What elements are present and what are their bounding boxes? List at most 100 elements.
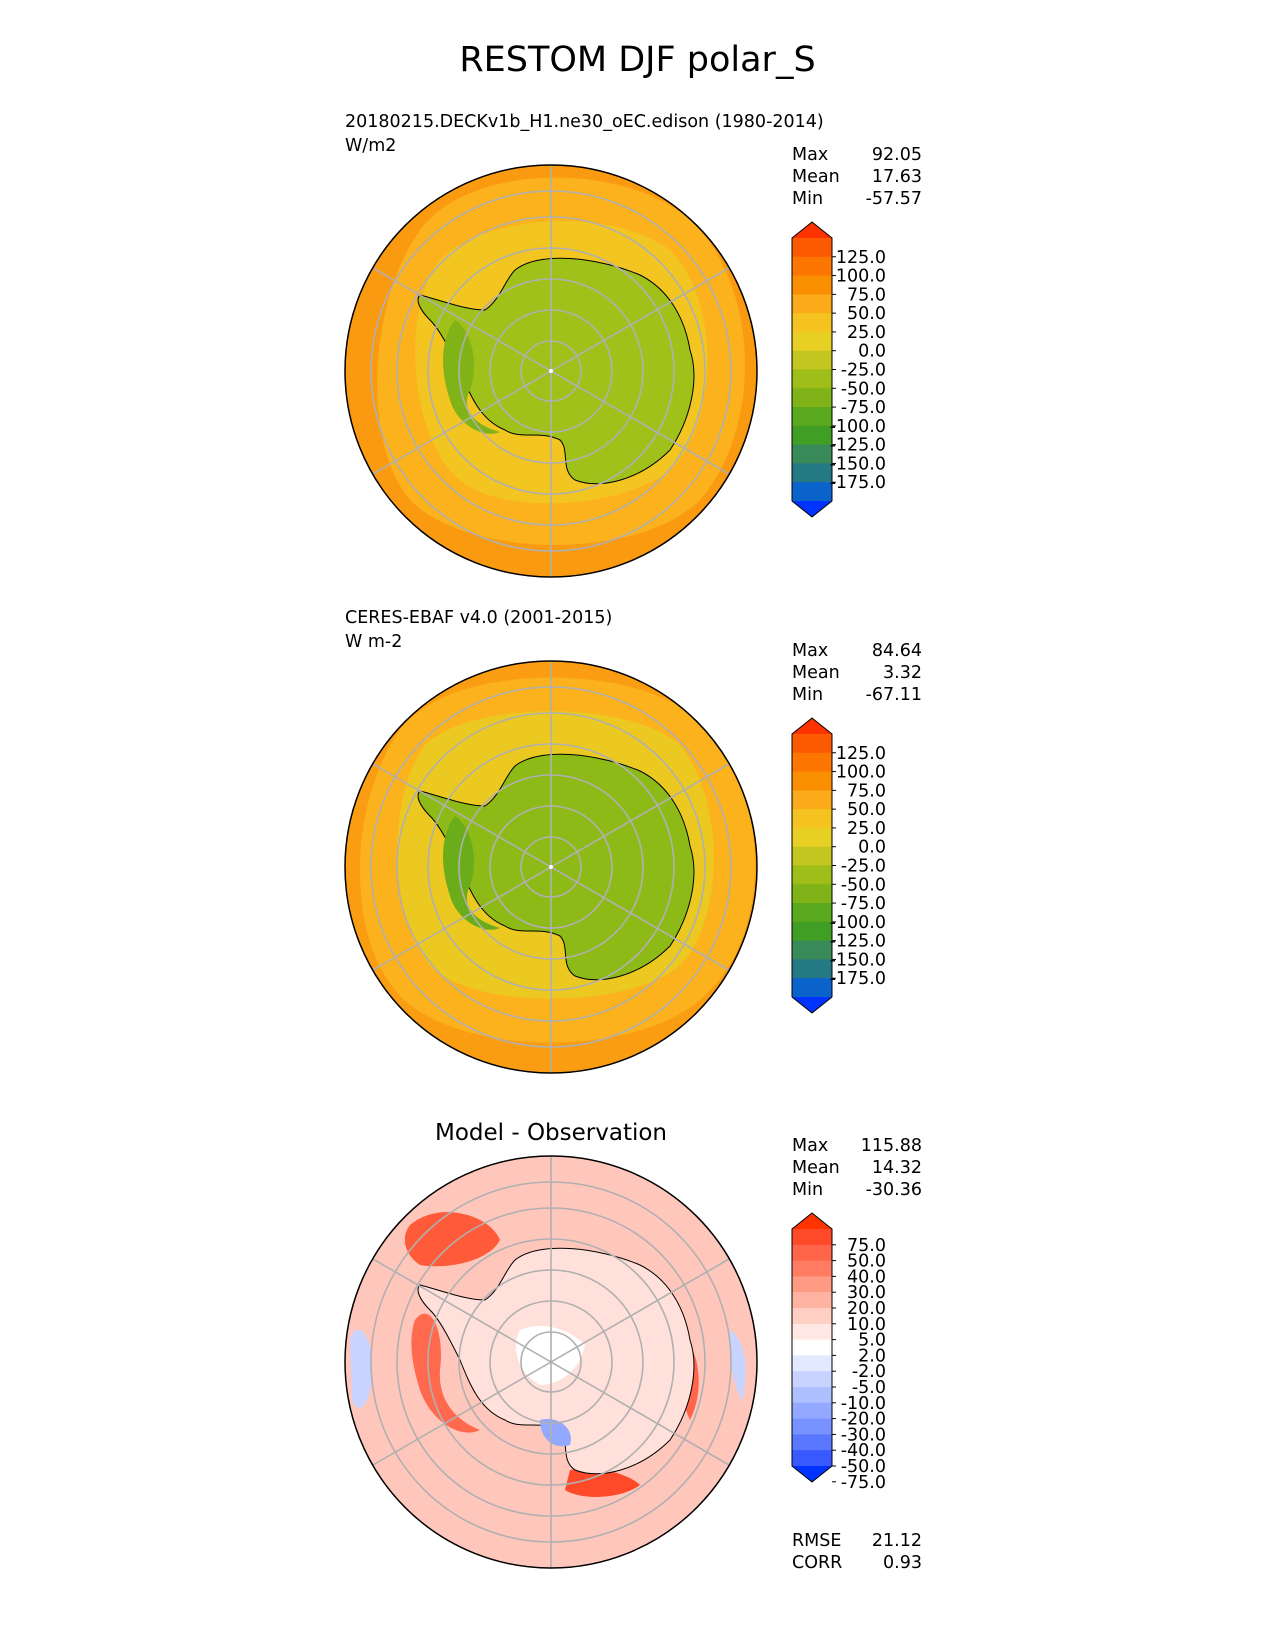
pole-marker bbox=[549, 865, 553, 869]
colorbar-tick-label: 25.0 bbox=[847, 819, 886, 839]
stat-value: -67.11 bbox=[865, 685, 922, 705]
negative-anomaly bbox=[729, 1330, 746, 1400]
colorbar-segment bbox=[792, 463, 832, 483]
meridian bbox=[372, 1258, 730, 1466]
diff-title: Model - Observation bbox=[434, 1120, 668, 1146]
stat-label: Max bbox=[792, 145, 829, 165]
colorbar-tick-label: -125.0 bbox=[830, 436, 886, 456]
stat-label: Max bbox=[792, 1136, 829, 1156]
colorbar-segment bbox=[792, 1402, 832, 1420]
metric-label: RMSE bbox=[792, 1531, 842, 1551]
colorbar-tick-label: 2.0 bbox=[858, 1346, 886, 1366]
colorbar-segment bbox=[792, 369, 832, 389]
colorbar-segment bbox=[792, 425, 832, 446]
colorbar-tick-label: -75.0 bbox=[841, 894, 886, 914]
stat-value: -57.57 bbox=[865, 189, 922, 209]
colorbar-tick-label: -25.0 bbox=[841, 361, 886, 381]
colorbar-segment bbox=[792, 1418, 832, 1435]
stat-value: 14.32 bbox=[871, 1158, 922, 1178]
west-antarctica-shade bbox=[443, 816, 500, 930]
colorbar-segment bbox=[792, 294, 832, 314]
colorbar-segment bbox=[792, 978, 832, 998]
colorbar-segment bbox=[792, 1355, 832, 1372]
colorbar-outline bbox=[791, 221, 833, 518]
colorbar-tick-label: -125.0 bbox=[830, 932, 886, 952]
colorbar-segment bbox=[792, 846, 832, 866]
colorbar-segment bbox=[792, 1276, 832, 1293]
colorbar-extend-min bbox=[792, 501, 832, 517]
model-units: W/m2 bbox=[345, 136, 397, 156]
colorbar-tick-label: -75.0 bbox=[841, 398, 886, 418]
colorbar-tick-label: 20.0 bbox=[847, 1299, 886, 1319]
colorbar-segment bbox=[792, 313, 832, 333]
stat-label: Mean bbox=[792, 167, 840, 187]
colorbar-tick-label: -75.0 bbox=[841, 1473, 886, 1493]
colorbar-segment bbox=[792, 827, 832, 848]
colorbar-segment bbox=[792, 238, 832, 258]
colorbar-segment bbox=[792, 1339, 832, 1356]
metric-value: 21.12 bbox=[871, 1531, 922, 1551]
colorbar-tick-label: 100.0 bbox=[836, 763, 886, 783]
negative-anomaly bbox=[350, 1329, 373, 1408]
stat-value: 92.05 bbox=[871, 145, 922, 165]
map-diff-border bbox=[344, 1155, 758, 1569]
colorbar-segment bbox=[792, 884, 832, 904]
colorbar-extend-max bbox=[792, 222, 832, 238]
colorbar-tick-label: 125.0 bbox=[836, 248, 886, 268]
colorbar-tick-label: 30.0 bbox=[847, 1283, 886, 1303]
colorbar-segment bbox=[792, 482, 832, 502]
stat-value: 84.64 bbox=[871, 641, 922, 661]
colorbar-tick-label: 0.0 bbox=[858, 838, 886, 858]
colorbar-tick-label: -50.0 bbox=[841, 875, 886, 895]
colorbar-tick-label: 40.0 bbox=[847, 1267, 886, 1287]
colorbar-segment bbox=[792, 959, 832, 979]
colorbar-segment bbox=[792, 790, 832, 810]
colorbar-segment bbox=[792, 256, 832, 277]
colorbar-diff: 75.050.040.030.020.010.05.02.0-2.0-5.0-1… bbox=[791, 1212, 886, 1493]
colorbar-segment bbox=[792, 1292, 832, 1309]
colorbar-tick-label: 100.0 bbox=[836, 267, 886, 287]
colorbar-segment bbox=[792, 1260, 832, 1277]
pole-marker bbox=[549, 369, 553, 373]
colorbar-tick-label: -50.0 bbox=[841, 379, 886, 399]
colorbar-tick-label: -100.0 bbox=[830, 913, 886, 933]
colorbar-tick-label: -25.0 bbox=[841, 857, 886, 877]
colorbar-segment bbox=[792, 1229, 832, 1246]
obs-stats: Max 84.64 Mean 3.32 Min -67.11 bbox=[792, 640, 922, 706]
colorbar-tick-label: -40.0 bbox=[841, 1441, 886, 1461]
colorbar-segment bbox=[792, 1450, 832, 1467]
colorbar-tick-label: -2.0 bbox=[852, 1362, 886, 1382]
colorbar-segment bbox=[792, 388, 832, 408]
colorbar-obs: 125.0100.075.050.025.00.0-25.0-50.0-75.0… bbox=[791, 717, 886, 1014]
colorbar-segment bbox=[792, 865, 832, 885]
colorbar-segment bbox=[792, 331, 832, 352]
colorbar-extend-min bbox=[792, 997, 832, 1013]
colorbar-segment bbox=[792, 1308, 832, 1325]
colorbar-segment bbox=[792, 1387, 832, 1404]
stat-value: 17.63 bbox=[871, 167, 922, 187]
colorbar-segment bbox=[792, 1434, 832, 1451]
stat-label: Min bbox=[792, 189, 824, 209]
negative-anomaly bbox=[540, 1419, 571, 1447]
colorbar-segment bbox=[792, 921, 832, 942]
colorbar-tick-label: 50.0 bbox=[847, 304, 886, 324]
colorbar-tick-label: 75.0 bbox=[847, 781, 886, 801]
colorbar-segment bbox=[792, 1323, 832, 1341]
colorbar-outline bbox=[791, 717, 833, 1014]
colorbar-tick-label: 10.0 bbox=[847, 1315, 886, 1335]
obs-units: W m-2 bbox=[345, 632, 403, 652]
colorbar-model: 125.0100.075.050.025.00.0-25.0-50.0-75.0… bbox=[791, 221, 886, 518]
map-obs-border bbox=[344, 660, 758, 1074]
metric-value: 0.93 bbox=[883, 1553, 922, 1573]
obs-name: CERES-EBAF v4.0 (2001-2015) bbox=[345, 608, 613, 628]
stat-value: -30.36 bbox=[865, 1180, 922, 1200]
colorbar-tick-label: 50.0 bbox=[847, 800, 886, 820]
positive-anomaly bbox=[565, 1468, 640, 1497]
colorbar-segment bbox=[792, 809, 832, 829]
colorbar-tick-label: -20.0 bbox=[841, 1410, 886, 1430]
stat-label: Min bbox=[792, 1180, 824, 1200]
stat-label: Max bbox=[792, 641, 829, 661]
colorbar-tick-label: -175.0 bbox=[830, 473, 886, 493]
colorbar-tick-label: 50.0 bbox=[847, 1252, 886, 1272]
colorbar-tick-label: 75.0 bbox=[847, 1236, 886, 1256]
